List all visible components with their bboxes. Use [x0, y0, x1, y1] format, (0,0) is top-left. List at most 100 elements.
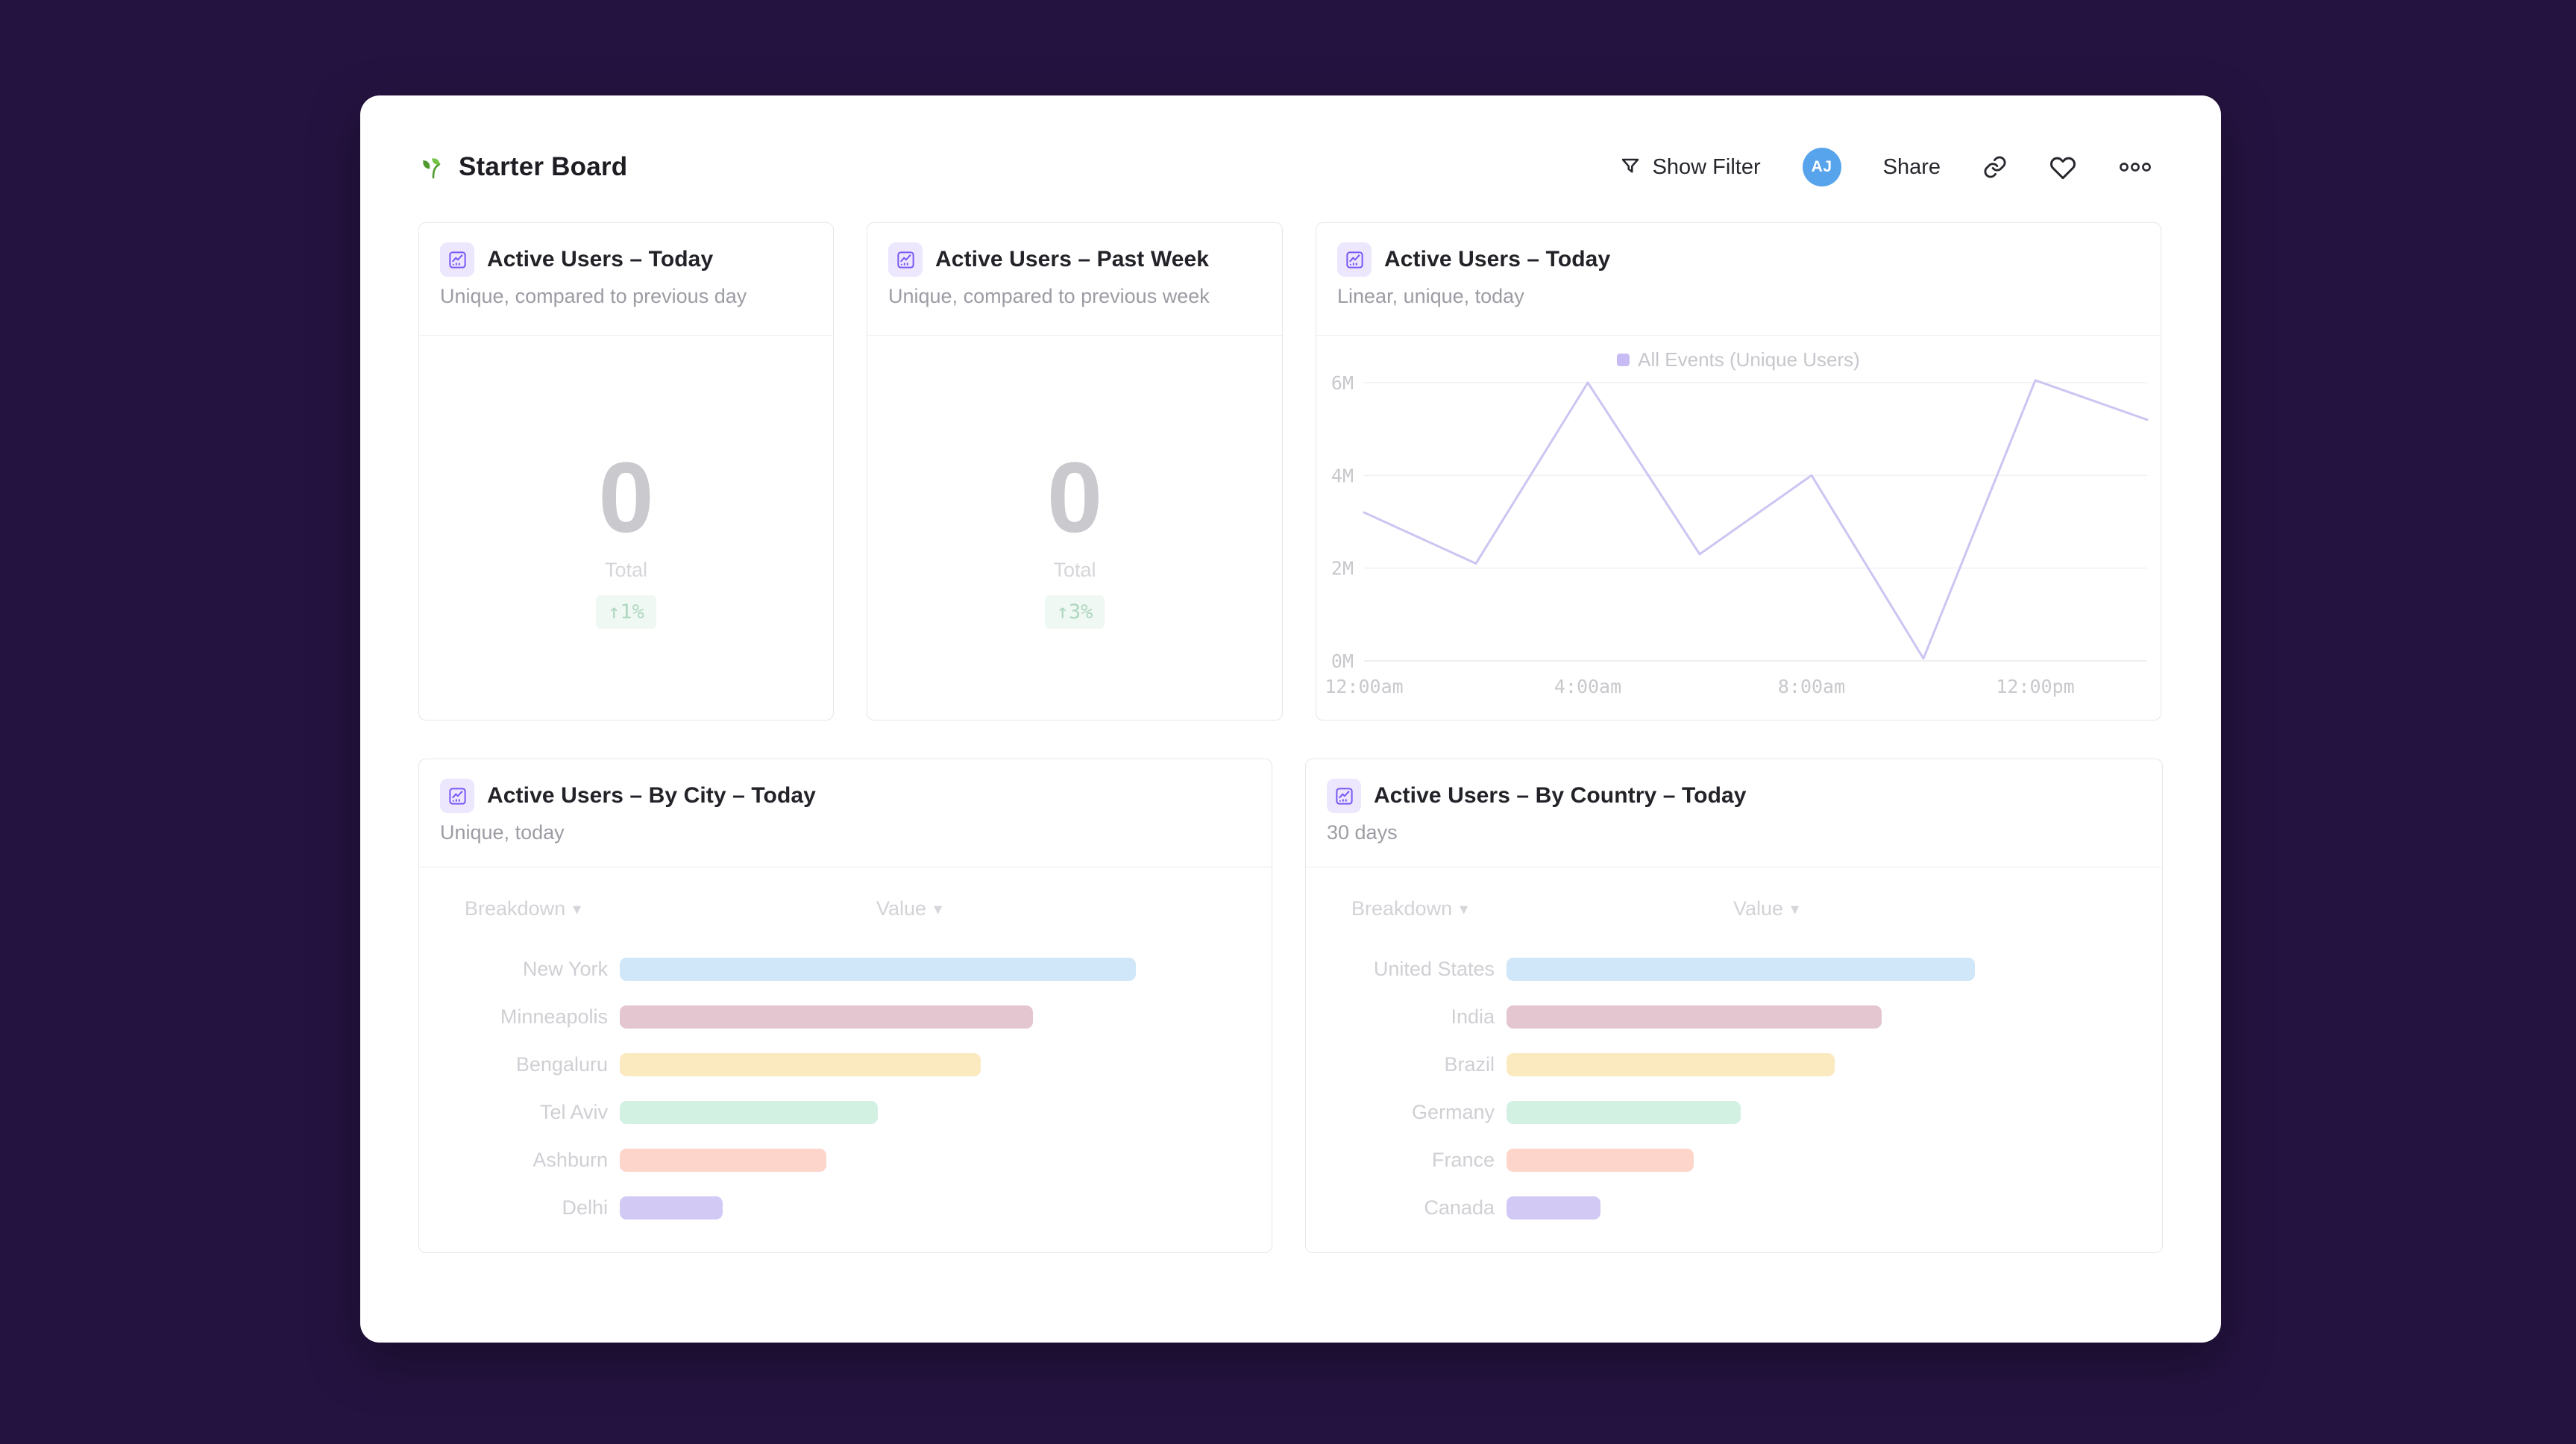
bar-track	[620, 1052, 1249, 1076]
chart-legend: All Events (Unique Users)	[1316, 348, 2161, 371]
link-icon	[1982, 154, 2008, 180]
breakdown-column-header[interactable]: Breakdown ▾	[1351, 897, 1468, 920]
board-header: Starter Board Show Filter AJ Share	[418, 95, 2163, 186]
value-bar	[620, 1100, 879, 1124]
value-bar	[620, 1196, 723, 1219]
table-row: Ashburn	[419, 1136, 1272, 1184]
top-card-row: Active Users – Today Unique, compared to…	[418, 222, 2163, 721]
value-bar	[1507, 1005, 1882, 1029]
kpi-delta-badge: ↑1%	[596, 594, 656, 629]
kpi-body: 0 Total ↑1%	[419, 335, 833, 720]
card-subtitle: Unique, today	[440, 821, 565, 844]
row-label: Brazil	[1444, 1052, 1495, 1076]
bar-track	[1507, 1052, 2140, 1076]
more-options-button[interactable]	[2118, 156, 2152, 178]
bar-track	[1507, 1196, 2140, 1219]
kpi-label: Total	[604, 558, 648, 581]
show-filter-button[interactable]: Show Filter	[1618, 155, 1761, 180]
bar-track	[620, 957, 1249, 981]
row-label: Tel Aviv	[539, 1100, 608, 1123]
page-title: Starter Board	[459, 152, 628, 181]
kpi-value: 0	[598, 442, 654, 553]
x-axis-tick-label: 12:00am	[1325, 676, 1403, 697]
chevron-down-icon: ▾	[934, 899, 943, 918]
breakdown-column-header[interactable]: Breakdown ▾	[465, 897, 582, 920]
share-button[interactable]: Share	[1883, 155, 1941, 180]
kpi-label: Total	[1053, 558, 1096, 581]
table-row: Tel Aviv	[419, 1088, 1272, 1136]
x-axis-tick-label: 8:00am	[1778, 676, 1845, 697]
value-bar	[620, 1005, 1033, 1029]
breakdown-rows: United States India Brazil Germany France Can…	[1306, 945, 2162, 1231]
line-chart: 0M 2M 4M 6M 12:00am 4:00am 8:00am 12:00pm	[1325, 372, 2149, 697]
card-active-users-line-chart: Active Users – Today Linear, unique, tod…	[1316, 222, 2161, 721]
value-bar	[1507, 957, 1976, 981]
row-label: Ashburn	[533, 1148, 608, 1171]
breakdown-table-body: Breakdown ▾ Value ▾ New York Minneapolis B…	[419, 867, 1272, 1252]
y-axis-tick-label: 4M	[1331, 465, 1354, 486]
bar-track	[620, 1100, 1249, 1124]
chart-icon	[1327, 779, 1361, 813]
card-header: Active Users – By City – Today Unique, t…	[419, 759, 1272, 867]
row-label: Bengaluru	[515, 1052, 608, 1076]
favorite-button[interactable]	[2049, 154, 2076, 180]
bar-track	[1507, 1148, 2140, 1172]
table-row: France	[1306, 1136, 2162, 1184]
bar-track	[1507, 1005, 2140, 1029]
table-header: Breakdown ▾ Value ▾	[1306, 897, 2162, 923]
card-header: Active Users – Past Week Unique, compare…	[867, 223, 1282, 335]
avatar[interactable]: AJ	[1802, 148, 1841, 186]
value-column-header[interactable]: Value ▾	[876, 897, 943, 920]
kpi-body: 0 Total ↑3%	[867, 335, 1282, 720]
value-bar	[620, 1148, 826, 1172]
row-label: France	[1431, 1148, 1495, 1171]
table-row: Bengaluru	[419, 1040, 1272, 1088]
table-header: Breakdown ▾ Value ▾	[419, 897, 1272, 923]
share-label: Share	[1882, 154, 1941, 179]
chart-icon	[440, 242, 474, 277]
row-label: United States	[1373, 957, 1495, 980]
bar-track	[620, 1005, 1249, 1029]
table-row: India	[1306, 993, 2162, 1040]
value-bar	[620, 1052, 981, 1076]
row-label: India	[1451, 1005, 1495, 1028]
value-bar	[1507, 1196, 1600, 1219]
value-column-header[interactable]: Value ▾	[1733, 897, 1800, 920]
table-row: Brazil	[1306, 1040, 2162, 1088]
table-row: United States	[1306, 945, 2162, 993]
header-actions: Show Filter AJ Share	[1618, 148, 2152, 186]
card-subtitle: 30 days	[1327, 821, 1398, 844]
table-row: Germany	[1306, 1088, 2162, 1136]
card-active-users-today: Active Users – Today Unique, compared to…	[418, 222, 834, 721]
value-bar	[1507, 1100, 1741, 1124]
breakdown-table-body: Breakdown ▾ Value ▾ United States India Br…	[1306, 867, 2162, 1252]
line-chart-body: All Events (Unique Users) 0M 2M 4M 6M 12:00a…	[1316, 335, 2161, 720]
value-bar	[1507, 1148, 1694, 1172]
card-header: Active Users – Today Unique, compared to…	[419, 223, 833, 335]
card-header: Active Users – Today Linear, unique, tod…	[1316, 223, 2161, 335]
legend-swatch	[1617, 353, 1630, 366]
x-axis-tick-label: 12:00pm	[1996, 676, 2074, 697]
chart-icon	[440, 779, 474, 813]
bottom-card-row: Active Users – By City – Today Unique, t…	[418, 759, 2163, 1253]
chevron-down-icon: ▾	[1460, 899, 1468, 918]
y-axis-tick-label: 0M	[1331, 650, 1354, 672]
row-label: New York	[522, 957, 608, 980]
table-row: Canada	[1306, 1184, 2162, 1231]
bar-track	[1507, 957, 2140, 981]
chevron-down-icon: ▾	[1791, 899, 1800, 918]
card-title: Active Users – By Country – Today	[1374, 783, 1747, 808]
chart-icon	[1337, 242, 1372, 277]
dashboard-board: Starter Board Show Filter AJ Share	[360, 95, 2221, 1343]
card-title: Active Users – Today	[487, 247, 714, 271]
bar-track	[620, 1148, 1249, 1172]
value-bar	[1507, 1052, 1835, 1076]
kpi-delta-badge: ↑3%	[1044, 594, 1105, 629]
card-title: Active Users – Today	[1384, 247, 1611, 271]
sprout-icon	[420, 154, 447, 180]
card-header: Active Users – By Country – Today 30 day…	[1306, 759, 2162, 867]
table-row: Delhi	[419, 1184, 1272, 1231]
copy-link-button[interactable]	[1982, 154, 2008, 180]
card-active-users-by-city: Active Users – By City – Today Unique, t…	[418, 759, 1272, 1253]
